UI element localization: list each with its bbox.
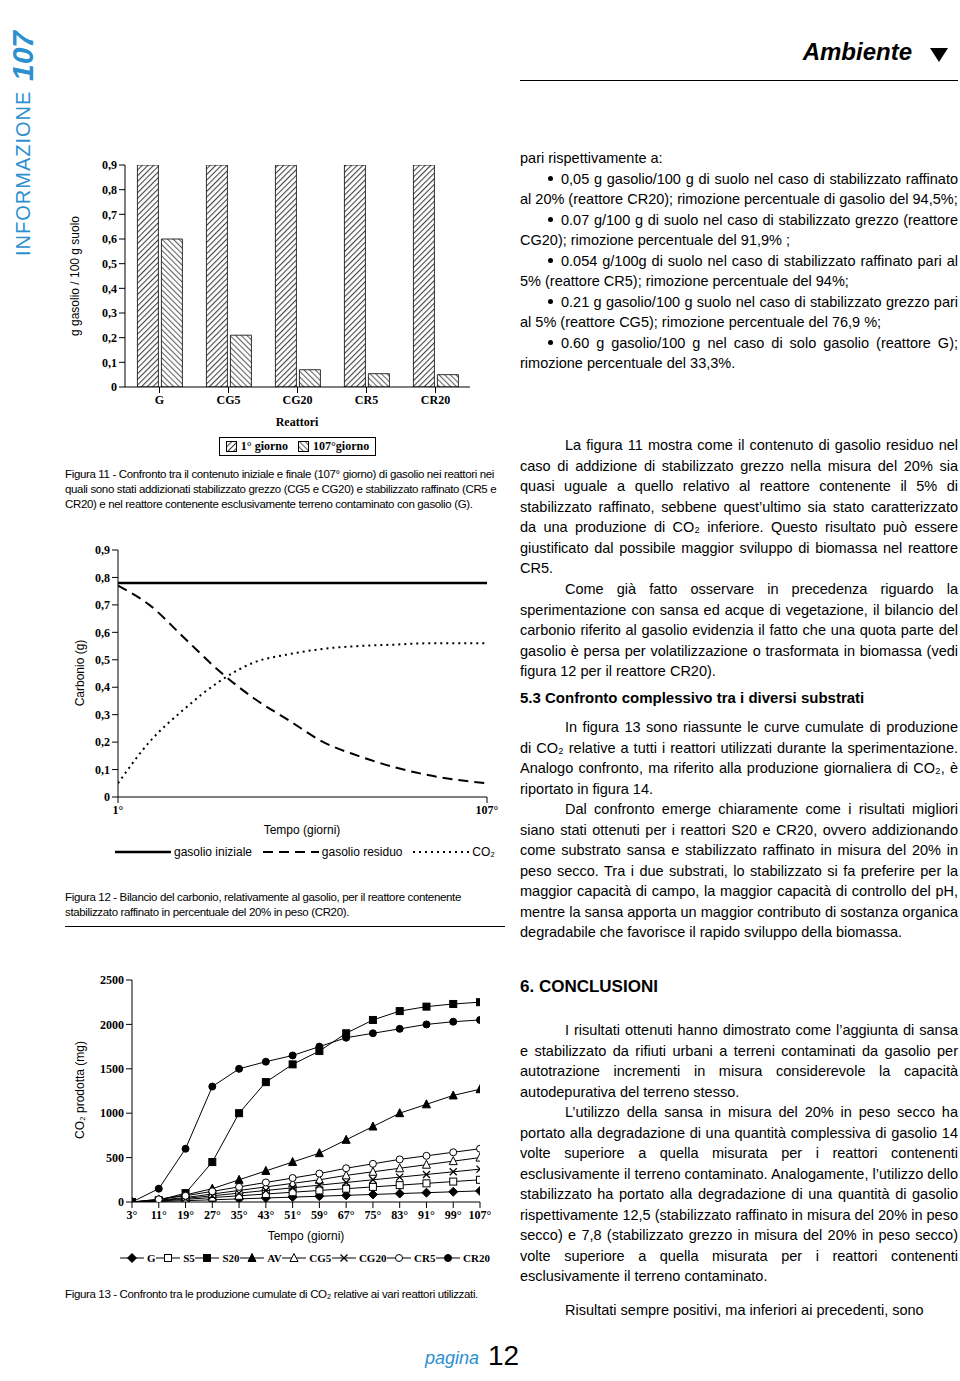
html-text:1° giorno: 1° giorno [240, 439, 288, 453]
svg-text:1°: 1° [113, 803, 124, 817]
html-text:Dal confronto emerge chiaramen: Dal confronto emerge chiaramente come i … [520, 801, 958, 940]
svg-text:0,7: 0,7 [95, 598, 110, 612]
html-text:Reattori: Reattori [275, 414, 319, 429]
svg-text:0,1: 0,1 [95, 763, 110, 777]
svg-text:0,3: 0,3 [95, 708, 110, 722]
svg-text:59°: 59° [311, 1208, 328, 1222]
svg-text:CR5: CR5 [355, 393, 378, 407]
html-text:S20: S20 [222, 1252, 240, 1264]
svg-text:27°: 27° [204, 1208, 221, 1222]
html-text:6. CONCLUSIONI: 6. CONCLUSIONI [520, 977, 658, 996]
html-text:AV: AV [267, 1252, 282, 1264]
svg-text:19°: 19° [177, 1208, 194, 1222]
svg-text:107°: 107° [469, 1208, 492, 1222]
svg-text:0,2: 0,2 [95, 735, 110, 749]
svg-text:0,9: 0,9 [95, 543, 110, 557]
html-text:gasolio residuo: gasolio residuo [321, 845, 403, 859]
html-text:La figura 11 mostra come il co: La figura 11 mostra come il contenuto di… [520, 437, 958, 576]
html-text:0.054 g/100g di suolo nel caso: 0.054 g/100g di suolo nel caso di stabil… [520, 252, 958, 289]
html-text:CO₂: CO₂ [472, 845, 495, 859]
html-text:0.60 g gasolio/100 g nel caso: 0.60 g gasolio/100 g nel caso di solo ga… [520, 334, 958, 371]
svg-text:0,4: 0,4 [102, 282, 117, 296]
html-text:CG20: CG20 [358, 1252, 387, 1264]
html-text:CG5: CG5 [309, 1252, 332, 1264]
svg-text:0,1: 0,1 [102, 356, 117, 370]
html-text:CR5: CR5 [414, 1252, 436, 1264]
svg-text:67°: 67° [338, 1208, 355, 1222]
html-text:107°giorno: 107°giorno [313, 439, 370, 453]
html-text:pagina 12: pagina 12 [425, 1340, 520, 1371]
svg-text:CG5: CG5 [217, 393, 241, 407]
svg-text:91°: 91° [418, 1208, 435, 1222]
svg-text:0,5: 0,5 [102, 257, 117, 271]
svg-text:99°: 99° [445, 1208, 462, 1222]
html-text:Ambiente: Ambiente [802, 38, 912, 65]
svg-text:0,6: 0,6 [95, 626, 110, 640]
svg-text:3°: 3° [127, 1208, 138, 1222]
html-text:Figura 12 - Bilancio del carbo: Figura 12 - Bilancio del carbonio, relat… [65, 891, 461, 918]
html-text:0.07 g/100 g di suolo nel caso: 0.07 g/100 g di suolo nel caso di stabil… [520, 211, 958, 248]
svg-text:35°: 35° [231, 1208, 248, 1222]
svg-text:0,5: 0,5 [95, 653, 110, 667]
svg-text:0: 0 [111, 380, 117, 394]
svg-text:0: 0 [118, 1195, 124, 1209]
html-text:G: G [147, 1252, 156, 1264]
html-text:Figura 11 - Confronto tra il c: Figura 11 - Confronto tra il contenuto i… [65, 468, 497, 510]
html-text:CO₂ prodotta (mg): CO₂ prodotta (mg) [73, 1041, 87, 1139]
svg-text:0: 0 [104, 790, 110, 804]
svg-text:107°: 107° [476, 803, 499, 817]
html-text:g gasolio / 100 g suolo: g gasolio / 100 g suolo [68, 216, 82, 336]
html-text:INFORMAZIONE: INFORMAZIONE [11, 90, 34, 256]
svg-text:500: 500 [106, 1151, 124, 1165]
html-text:5.3 Confronto complessivo tra: 5.3 Confronto complessivo tra i diversi … [520, 689, 865, 706]
html-text:0.21 g gasolio/100 g suolo nel: 0.21 g gasolio/100 g suolo nel caso di s… [520, 293, 958, 330]
svg-text:2000: 2000 [100, 1018, 124, 1032]
svg-text:0,8: 0,8 [102, 183, 117, 197]
svg-text:0,7: 0,7 [102, 208, 117, 222]
svg-text:0,9: 0,9 [102, 158, 117, 172]
html-text:Figura 13 - Confronto tra le p: Figura 13 - Confronto tra le produzione … [65, 1288, 478, 1300]
svg-text:0,4: 0,4 [95, 680, 110, 694]
svg-text:51°: 51° [284, 1208, 301, 1222]
html-text:In figura 13 sono riassunte le: In figura 13 sono riassunte le curve cum… [520, 719, 958, 797]
html-text:I risultati ottenuti hanno dim: I risultati ottenuti hanno dimostrato co… [520, 1022, 958, 1100]
svg-text:83°: 83° [391, 1208, 408, 1222]
svg-text:43°: 43° [257, 1208, 274, 1222]
svg-text:G: G [155, 393, 164, 407]
svg-text:1000: 1000 [100, 1106, 124, 1120]
html-text:Come già fatto osservare in pr: Come già fatto osservare in precedenza r… [520, 581, 958, 679]
svg-text:1500: 1500 [100, 1062, 124, 1076]
html-text:107: 107 [6, 30, 39, 81]
html-text:L’utilizzo della sansa in misu: L’utilizzo della sansa in misura del 20%… [520, 1104, 958, 1284]
html-text:Tempo (giorni): Tempo (giorni) [267, 1229, 345, 1243]
html-text:Tempo (giorni): Tempo (giorni) [263, 823, 341, 837]
svg-text:2500: 2500 [100, 973, 124, 987]
svg-text:CR20: CR20 [421, 393, 450, 407]
svg-text:0,8: 0,8 [95, 571, 110, 585]
svg-text:11°: 11° [151, 1208, 167, 1222]
html-text:Risultati sempre positivi, ma: Risultati sempre positivi, ma inferiori … [565, 1302, 924, 1318]
html-text:gasolio iniziale: gasolio iniziale [174, 845, 252, 859]
html-text:Carbonio (g): Carbonio (g) [73, 639, 87, 707]
svg-text:0,3: 0,3 [102, 306, 117, 320]
html-text:pari rispettivamente a:: pari rispettivamente a: [520, 150, 663, 166]
html-text:CR20: CR20 [463, 1252, 490, 1264]
svg-text:75°: 75° [365, 1208, 382, 1222]
html-text:S5: S5 [183, 1252, 195, 1264]
svg-text:CG20: CG20 [283, 393, 313, 407]
html-text:0,05 g gasolio/100 g di suolo: 0,05 g gasolio/100 g di suolo nel caso d… [520, 170, 958, 207]
svg-text:0,2: 0,2 [102, 331, 117, 345]
svg-text:0,6: 0,6 [102, 232, 117, 246]
